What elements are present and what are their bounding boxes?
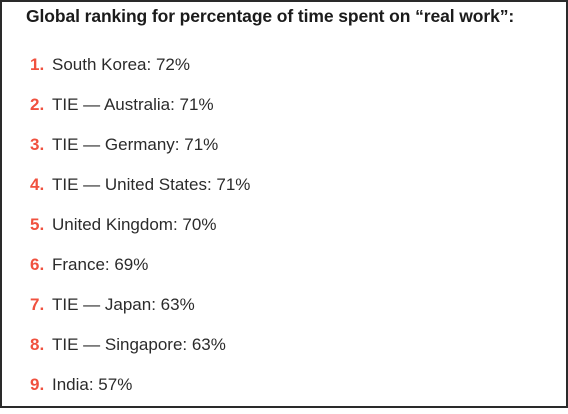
rank-number: 3. xyxy=(30,135,45,154)
rank-number: 2. xyxy=(30,95,45,114)
rank-text: India: 57% xyxy=(52,375,133,394)
rank-number: 5. xyxy=(30,215,45,234)
rank-text: France: 69% xyxy=(52,255,149,274)
rank-number: 8. xyxy=(30,335,45,354)
ranking-item: 3. TIE — Germany: 71% xyxy=(30,134,250,174)
rank-text: TIE — Australia: 71% xyxy=(52,95,214,114)
ranking-item: 6. France: 69% xyxy=(30,254,250,294)
rank-text: TIE — United States: 71% xyxy=(52,175,251,194)
ranking-item: 5. United Kingdom: 70% xyxy=(30,214,250,254)
rank-number: 7. xyxy=(30,295,45,314)
ranking-item: 1. South Korea: 72% xyxy=(30,54,250,94)
ranking-item: 8. TIE — Singapore: 63% xyxy=(30,334,250,374)
ranking-item: 4. TIE — United States: 71% xyxy=(30,174,250,214)
rank-text: United Kingdom: 70% xyxy=(52,215,217,234)
ranking-item: 2. TIE — Australia: 71% xyxy=(30,94,250,134)
rank-number: 9. xyxy=(30,375,45,394)
rank-text: TIE — Singapore: 63% xyxy=(52,335,226,354)
ranking-heading: Global ranking for percentage of time sp… xyxy=(26,6,515,26)
rank-number: 4. xyxy=(30,175,45,194)
rank-text: TIE — Japan: 63% xyxy=(52,295,195,314)
rank-text: South Korea: 72% xyxy=(52,55,190,74)
ranking-list: 1. South Korea: 72% 2. TIE — Australia: … xyxy=(30,54,250,414)
rank-number: 6. xyxy=(30,255,45,274)
ranking-item: 7. TIE — Japan: 63% xyxy=(30,294,250,334)
ranking-item: 9. India: 57% xyxy=(30,374,250,414)
rank-number: 1. xyxy=(30,55,45,74)
rank-text: TIE — Germany: 71% xyxy=(52,135,219,154)
